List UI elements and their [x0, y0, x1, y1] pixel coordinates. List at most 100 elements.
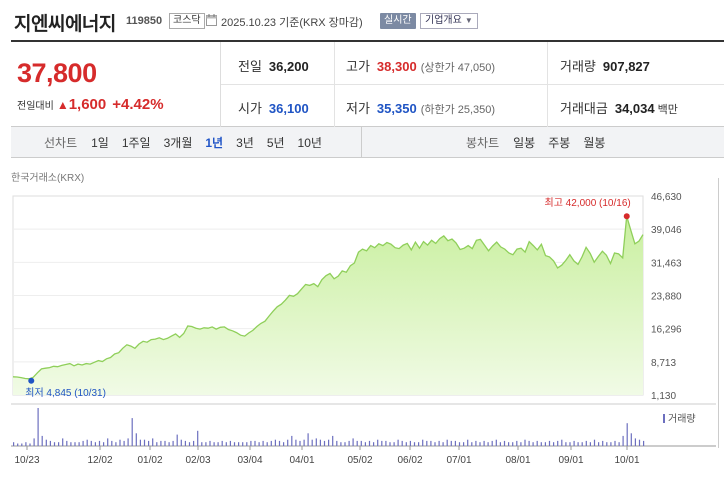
volume-bar — [643, 440, 645, 446]
volume-bar — [450, 440, 452, 446]
volume-bar — [213, 442, 215, 446]
volume-bar — [430, 440, 432, 446]
volume-bar — [532, 442, 534, 446]
volume-bar — [193, 440, 195, 446]
y-tick-label: 31,463 — [651, 258, 682, 269]
tab-1y[interactable]: 1년 — [205, 135, 224, 150]
column-divider — [547, 42, 548, 127]
volume-bar — [278, 440, 281, 446]
volume-bar — [524, 439, 526, 446]
volume-bar — [340, 442, 342, 446]
volume-bar — [614, 440, 616, 446]
volume-bar — [209, 440, 211, 446]
volume-bar — [397, 439, 399, 446]
volume-bar — [238, 442, 240, 446]
volume-bar — [475, 440, 477, 446]
volume-bar — [426, 440, 428, 446]
volume-bar — [90, 440, 92, 446]
market-badge: 코스닥 — [169, 13, 205, 29]
tab-1d[interactable]: 1일 — [91, 135, 109, 150]
x-tick-label: 07/01 — [446, 455, 471, 466]
x-tick-label: 03/04 — [237, 455, 262, 466]
high-label: 고가 — [346, 59, 370, 74]
volume-bar — [143, 439, 146, 446]
prev-close-value: 36,200 — [268, 59, 309, 74]
volume-bar — [164, 440, 166, 446]
volume-bar — [139, 439, 141, 446]
change-amount: 1,600 — [68, 96, 107, 113]
volume-bar — [348, 440, 350, 446]
volume-bar — [561, 439, 563, 446]
volume-bar — [311, 439, 313, 446]
volume-bar — [454, 440, 456, 446]
x-tick-label: 10/01 — [614, 455, 639, 466]
y-tick-label: 8,713 — [651, 358, 676, 369]
volume-bar — [49, 440, 51, 446]
volume-bar — [544, 442, 546, 446]
tab-3y[interactable]: 3년 — [236, 135, 254, 150]
volume-bar — [283, 442, 285, 446]
volume-bar — [291, 435, 293, 446]
lower-limit: (하한가 25,350) — [420, 104, 496, 116]
volume-bar — [409, 440, 411, 446]
volume-bar — [336, 440, 338, 446]
volume-bar — [593, 439, 596, 446]
volume-bar — [520, 442, 522, 446]
volume-bar — [442, 442, 444, 446]
stock-header: 지엔씨에너지 119850 코스닥 2025.10.23 기준(KRX 장마감)… — [0, 0, 724, 40]
volume-bar — [127, 438, 129, 446]
volume-bar — [323, 440, 326, 446]
tab-10y[interactable]: 10년 — [297, 135, 322, 150]
volume-bar — [123, 440, 125, 446]
tab-monthly[interactable]: 월봉 — [583, 135, 606, 150]
volume-bar — [356, 440, 358, 446]
upper-limit: (상한가 47,050) — [420, 62, 496, 74]
volume-bar — [479, 442, 481, 446]
volume-bar — [638, 439, 641, 446]
volume-label: 거래량 — [560, 59, 596, 74]
volume-bar — [319, 439, 321, 446]
volume-bar — [315, 438, 317, 446]
volume-bar — [512, 442, 514, 446]
volume-bar — [626, 423, 628, 446]
line-chart-title: 선차트 — [44, 135, 78, 150]
volume-bar — [254, 440, 256, 446]
volume-bar — [598, 442, 600, 446]
volume-bar — [156, 442, 158, 446]
price-chart[interactable]: 46,630 39,046 31,463 23,880 16,296 8,713 1,130… — [0, 178, 716, 478]
volume-bar — [184, 440, 186, 446]
volume-bar — [405, 442, 407, 446]
volume-bar — [205, 442, 207, 446]
open-price: 시가 36,100 — [238, 98, 309, 117]
volume-bar — [622, 435, 624, 446]
volume-bar — [352, 438, 354, 446]
tab-5y[interactable]: 5년 — [266, 135, 285, 150]
column-divider — [334, 42, 335, 127]
x-tick-label: 10/23 — [14, 455, 39, 466]
volume-bar — [471, 442, 473, 446]
tab-3m[interactable]: 3개월 — [163, 135, 193, 150]
stock-code: 119850 — [126, 15, 163, 27]
tab-1w[interactable]: 1주일 — [121, 135, 151, 150]
volume-bar — [630, 433, 632, 446]
trade-value-amount: 34,034 — [614, 101, 655, 116]
volume-bar — [270, 440, 272, 446]
volume-bar — [503, 440, 506, 446]
volume-bar — [131, 418, 133, 446]
volume-bar — [82, 440, 84, 446]
volume-bar — [107, 438, 109, 446]
x-tick-label: 06/02 — [397, 455, 422, 466]
volume-legend-label: 거래량 — [668, 414, 696, 425]
max-annotation: 최고 42,000 (10/16) — [545, 197, 631, 209]
y-tick-label: 39,046 — [651, 225, 682, 236]
volume-bar — [364, 442, 366, 446]
volume-bar — [377, 439, 379, 446]
volume-bar — [540, 442, 542, 446]
volume-bar — [528, 440, 530, 446]
tab-daily[interactable]: 일봉 — [513, 135, 536, 150]
volume-bar — [303, 439, 305, 446]
tab-weekly[interactable]: 주봉 — [548, 135, 571, 150]
company-info-dropdown[interactable]: 기업개요 ▼ — [420, 13, 478, 29]
high-value: 38,300 — [376, 59, 417, 74]
live-button[interactable]: 실시간 — [380, 13, 416, 29]
